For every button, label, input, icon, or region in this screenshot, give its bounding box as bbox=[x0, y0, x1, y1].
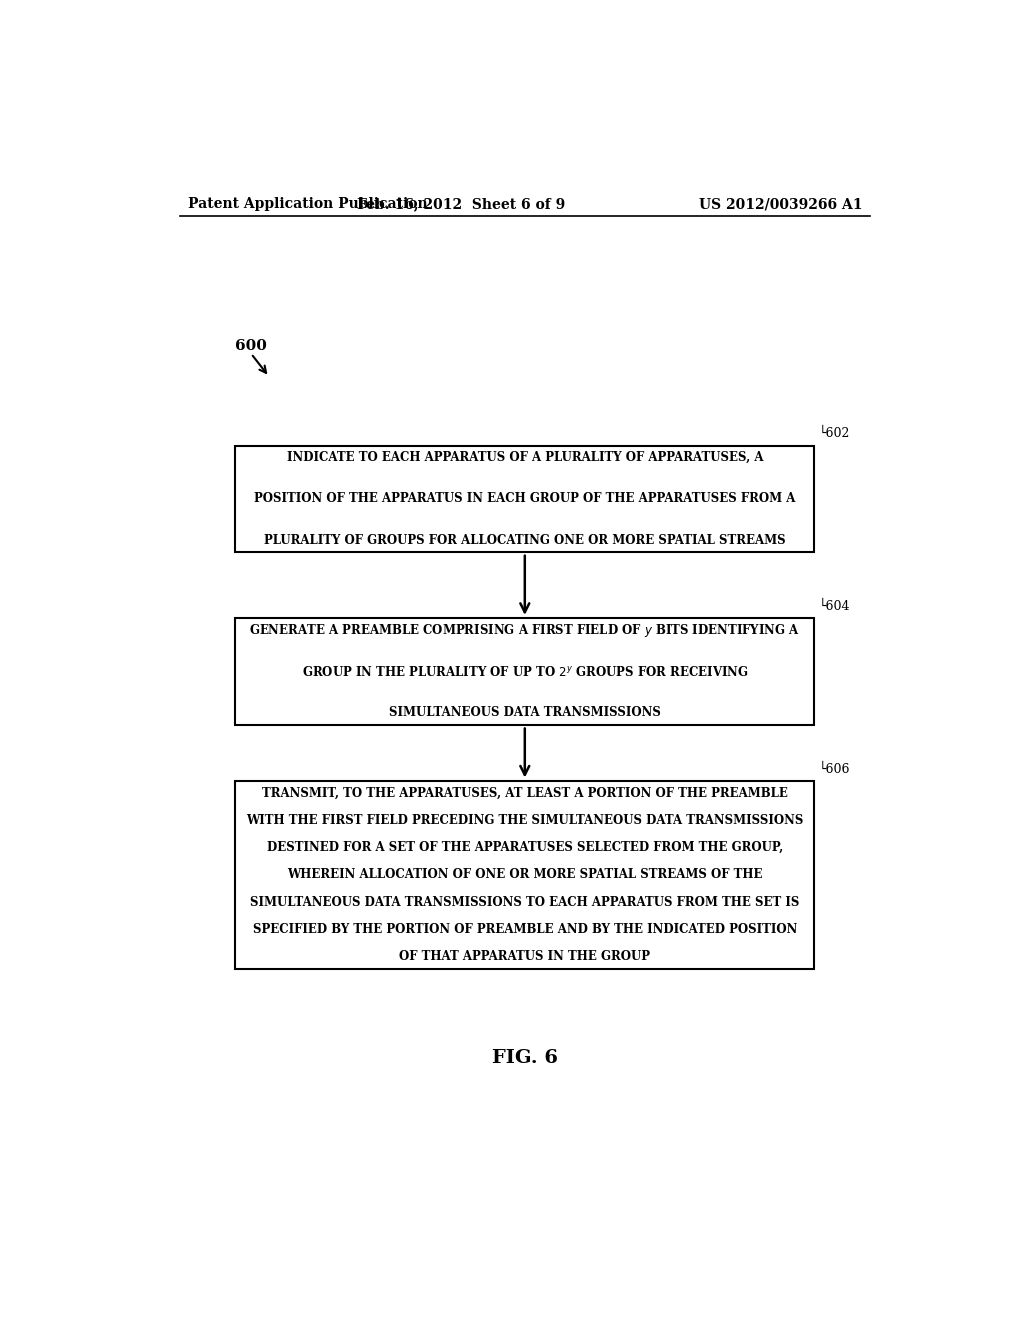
Text: 600: 600 bbox=[236, 339, 267, 354]
Text: └604: └604 bbox=[818, 601, 850, 614]
Text: WITH THE FIRST FIELD PRECEDING THE SIMULTANEOUS DATA TRANSMISSIONS: WITH THE FIRST FIELD PRECEDING THE SIMUL… bbox=[246, 814, 804, 826]
Text: SIMULTANEOUS DATA TRANSMISSIONS: SIMULTANEOUS DATA TRANSMISSIONS bbox=[389, 706, 660, 719]
Text: SPECIFIED BY THE PORTION OF PREAMBLE AND BY THE INDICATED POSITION: SPECIFIED BY THE PORTION OF PREAMBLE AND… bbox=[253, 923, 797, 936]
Text: OF THAT APPARATUS IN THE GROUP: OF THAT APPARATUS IN THE GROUP bbox=[399, 950, 650, 964]
Bar bbox=[236, 618, 814, 725]
Text: POSITION OF THE APPARATUS IN EACH GROUP OF THE APPARATUSES FROM A: POSITION OF THE APPARATUS IN EACH GROUP … bbox=[254, 492, 796, 506]
Text: Feb. 16, 2012  Sheet 6 of 9: Feb. 16, 2012 Sheet 6 of 9 bbox=[357, 197, 565, 211]
Text: FIG. 6: FIG. 6 bbox=[492, 1049, 558, 1067]
Text: GENERATE A PREAMBLE COMPRISING A FIRST FIELD OF $y$ BITS IDENTIFYING A: GENERATE A PREAMBLE COMPRISING A FIRST F… bbox=[249, 622, 801, 639]
Bar bbox=[236, 781, 814, 969]
Text: INDICATE TO EACH APPARATUS OF A PLURALITY OF APPARATUSES, A: INDICATE TO EACH APPARATUS OF A PLURALIT… bbox=[287, 451, 763, 465]
Text: └606: └606 bbox=[818, 763, 850, 776]
Text: US 2012/0039266 A1: US 2012/0039266 A1 bbox=[698, 197, 862, 211]
Text: PLURALITY OF GROUPS FOR ALLOCATING ONE OR MORE SPATIAL STREAMS: PLURALITY OF GROUPS FOR ALLOCATING ONE O… bbox=[264, 533, 785, 546]
Text: DESTINED FOR A SET OF THE APPARATUSES SELECTED FROM THE GROUP,: DESTINED FOR A SET OF THE APPARATUSES SE… bbox=[266, 841, 783, 854]
Text: SIMULTANEOUS DATA TRANSMISSIONS TO EACH APPARATUS FROM THE SET IS: SIMULTANEOUS DATA TRANSMISSIONS TO EACH … bbox=[250, 896, 800, 908]
Text: └602: └602 bbox=[818, 428, 850, 441]
Text: WHEREIN ALLOCATION OF ONE OR MORE SPATIAL STREAMS OF THE: WHEREIN ALLOCATION OF ONE OR MORE SPATIA… bbox=[287, 869, 763, 882]
Bar bbox=[236, 446, 814, 552]
Text: Patent Application Publication: Patent Application Publication bbox=[187, 197, 427, 211]
Text: TRANSMIT, TO THE APPARATUSES, AT LEAST A PORTION OF THE PREAMBLE: TRANSMIT, TO THE APPARATUSES, AT LEAST A… bbox=[262, 787, 787, 800]
Text: GROUP IN THE PLURALITY OF UP TO $2^y$ GROUPS FOR RECEIVING: GROUP IN THE PLURALITY OF UP TO $2^y$ GR… bbox=[301, 665, 749, 678]
